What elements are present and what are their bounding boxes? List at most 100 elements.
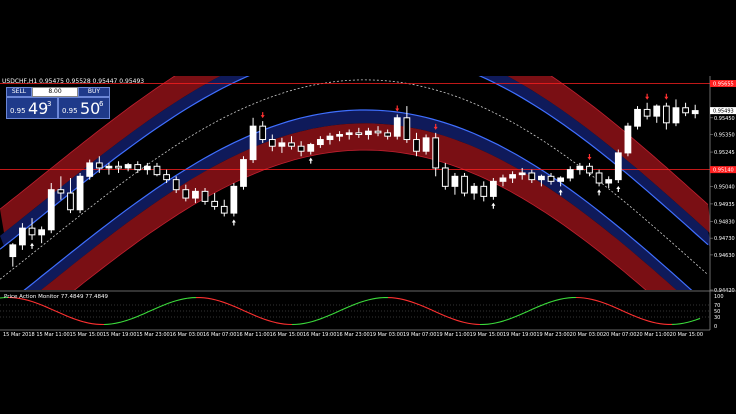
oscillator-segment	[311, 319, 317, 323]
candle	[336, 131, 343, 142]
indicator-axis-label: 0	[714, 324, 717, 330]
oscillator-segment	[335, 310, 341, 313]
candle	[595, 169, 603, 187]
oscillator-segment	[495, 321, 501, 324]
candle	[249, 117, 257, 163]
bull-candle-body	[105, 165, 113, 169]
buy-button[interactable]: BUY	[78, 87, 110, 97]
sell-price-box[interactable]: 0.95 49 3	[6, 97, 58, 119]
indicator-axis-label: 30	[714, 315, 720, 321]
time-label: 15 Mar 23:00	[136, 332, 169, 338]
candle	[316, 136, 324, 148]
price-chart[interactable]: 0.956550.954500.953500.952450.951400.950…	[0, 76, 736, 340]
bear-candle-body	[172, 179, 180, 191]
oscillator-segment	[139, 313, 145, 316]
candle	[422, 134, 430, 155]
candle	[672, 99, 680, 127]
oscillator-segment	[267, 319, 273, 323]
oscillator-segment	[603, 302, 609, 306]
oscillator-segment	[435, 311, 441, 315]
bear-candle-body	[259, 125, 267, 141]
candle	[76, 172, 84, 214]
sell-button[interactable]: SELL	[6, 87, 32, 97]
candle	[230, 183, 238, 217]
candle	[528, 169, 536, 183]
bull-candle-body	[422, 137, 430, 152]
bull-candle-body	[336, 134, 343, 137]
candle	[288, 136, 295, 150]
candle	[566, 166, 574, 182]
bull-candle-body	[518, 172, 526, 176]
oscillator-segment	[211, 298, 217, 301]
oscillator-segment	[539, 303, 545, 307]
oscillator-segment	[163, 302, 169, 306]
buy-price-box[interactable]: 0.95 50 6	[58, 97, 110, 119]
price-label: 0.95450	[714, 116, 735, 122]
bear-candle-body	[662, 105, 670, 124]
oscillator-segment	[407, 300, 413, 303]
oscillator-segment	[371, 297, 377, 300]
oscillator-segment	[79, 320, 85, 323]
candle	[393, 114, 401, 140]
candle	[268, 134, 276, 152]
oscillator-segment	[487, 323, 493, 325]
candle	[163, 169, 170, 183]
oscillator-segment	[119, 320, 125, 323]
oscillator-segment	[351, 303, 357, 306]
oscillator-segment	[655, 322, 661, 325]
candle	[240, 156, 247, 190]
bull-candle-body	[345, 132, 353, 136]
oscillator-segment	[443, 314, 449, 318]
oscillator-segment	[219, 300, 225, 303]
chart-window[interactable]: 0.956550.954500.953500.952450.951400.950…	[0, 76, 736, 340]
oscillator-segment	[451, 318, 457, 321]
oscillator-segment	[463, 321, 469, 324]
price-label: 0.95245	[714, 150, 735, 156]
oscillator-segment	[27, 299, 33, 303]
bear-candle-body	[480, 185, 488, 197]
bull-candle-body	[230, 185, 238, 214]
bull-candle-body	[557, 177, 565, 182]
indicator-axis-label: 100	[714, 294, 724, 300]
oscillator-segment	[115, 321, 121, 324]
sell-price-fraction: 3	[47, 100, 52, 108]
oscillator-segment	[523, 310, 529, 314]
oscillator-segment	[439, 313, 445, 316]
lot-size-input[interactable]	[32, 87, 78, 97]
candle	[489, 177, 497, 200]
candle	[643, 102, 651, 120]
bear-candle-body	[441, 167, 449, 187]
candle	[47, 183, 55, 234]
bear-candle-body	[432, 137, 440, 169]
candle	[662, 102, 670, 130]
oscillator-segment	[303, 322, 309, 324]
oscillator-segment	[683, 321, 689, 324]
current-price-marker	[710, 107, 736, 115]
level-price-marker	[710, 166, 736, 174]
buy-price-fraction: 6	[99, 100, 104, 108]
oscillator-segment	[559, 297, 565, 300]
oscillator-segment	[87, 322, 93, 325]
oscillator-segment	[67, 315, 73, 319]
candle	[201, 188, 209, 205]
bear-candle-body	[528, 172, 536, 181]
time-label: 16 Mar 23:00	[336, 332, 369, 338]
bear-candle-body	[643, 108, 651, 117]
sell-arrow-icon	[433, 123, 438, 130]
oscillator-segment	[71, 317, 77, 321]
time-label: 19 Mar 19:00	[503, 332, 536, 338]
oscillator-segment	[147, 309, 153, 313]
candle	[192, 188, 199, 204]
oscillator-segment	[591, 298, 597, 301]
bull-candle-body	[192, 190, 199, 199]
oscillator-segment	[515, 314, 521, 317]
sell-arrow-icon	[587, 153, 592, 160]
oscillator-segment	[679, 322, 685, 325]
oscillator-segment	[583, 297, 589, 300]
bear-candle-body	[413, 139, 420, 152]
candle	[413, 132, 420, 157]
time-label: 16 Mar 07:00	[203, 332, 236, 338]
oscillator-segment	[263, 318, 269, 321]
oscillator-segment	[527, 308, 533, 312]
bear-candle-body	[384, 132, 392, 137]
